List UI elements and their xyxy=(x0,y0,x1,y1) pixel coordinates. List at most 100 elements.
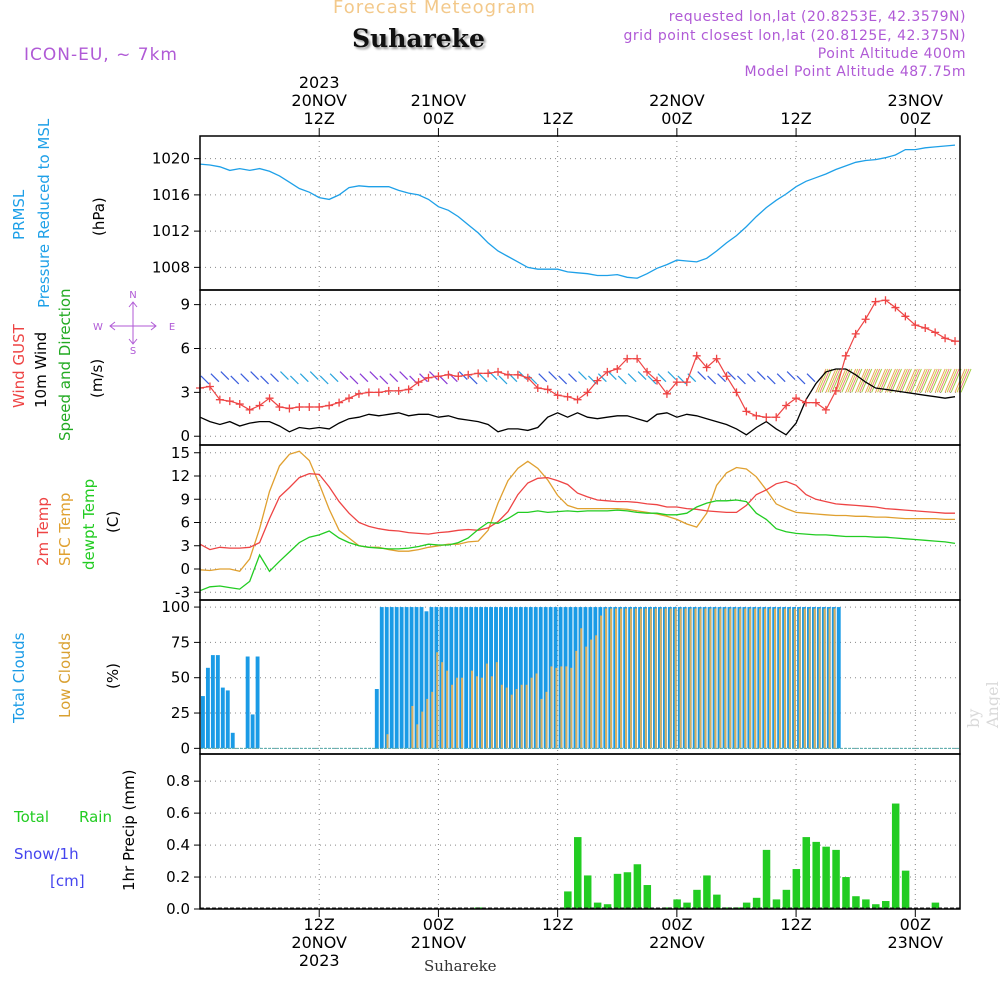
rain-bar xyxy=(772,899,781,909)
low-cloud-bar xyxy=(684,608,687,749)
wind-compass-icon: N S W E xyxy=(93,290,175,357)
rain-bar xyxy=(564,891,572,909)
low-cloud-bar xyxy=(669,608,672,749)
gust-marker xyxy=(603,367,612,376)
gust-marker xyxy=(752,411,761,420)
gust-marker xyxy=(364,388,373,397)
low-cloud-bar xyxy=(679,608,682,749)
low-cloud-bar xyxy=(446,670,449,749)
wind-hatch xyxy=(851,368,863,393)
low-cloud-bar xyxy=(461,677,464,749)
total-cloud-bar xyxy=(419,607,424,749)
wind-hatch xyxy=(839,368,851,393)
rain-bar xyxy=(842,877,850,909)
low-cloud-bar xyxy=(560,666,563,749)
temp2m-line xyxy=(199,473,955,551)
low-cloud-bar xyxy=(436,652,439,749)
low-cloud-bar xyxy=(490,676,493,749)
wind-direction-arrow xyxy=(240,373,250,383)
gust-marker xyxy=(861,315,870,324)
xtick-label-bottom: 00Z xyxy=(661,915,692,934)
xtick-label-top: 00Z xyxy=(423,109,454,128)
wind-hatch xyxy=(835,368,847,393)
wind-direction-arrow xyxy=(349,375,359,385)
gust-marker xyxy=(891,303,900,312)
wind-hatch xyxy=(936,368,948,393)
wind-direction-arrow xyxy=(379,375,389,385)
wind-hatch xyxy=(849,368,861,393)
xtick-label-bottom: 12Z xyxy=(780,915,811,934)
wind-direction-arrow xyxy=(478,373,488,383)
total-cloud-bar xyxy=(404,607,409,749)
xtick-label-top: 21NOV xyxy=(411,91,467,110)
gust-marker xyxy=(762,413,771,422)
wind-hatch xyxy=(821,368,833,393)
gust-marker xyxy=(434,372,443,381)
ytick-label-precipitation: 0.8 xyxy=(166,772,190,790)
gust-marker xyxy=(802,398,811,407)
low-cloud-bar xyxy=(778,608,781,749)
low-cloud-bar xyxy=(605,608,608,749)
low-cloud-bar xyxy=(813,608,816,749)
gust-marker xyxy=(503,370,512,379)
wind-direction-arrow xyxy=(309,371,319,380)
wind-hatch xyxy=(827,368,839,393)
gust-marker xyxy=(851,329,860,338)
low-cloud-bar xyxy=(624,608,627,749)
gust-marker xyxy=(325,401,334,410)
low-cloud-bar xyxy=(664,608,667,749)
ytick-label-wind: 6 xyxy=(180,339,190,357)
wind-hatch xyxy=(920,368,932,393)
ytick-label-temperature: 3 xyxy=(180,537,190,555)
gust-marker xyxy=(454,372,463,381)
gust-marker xyxy=(931,328,940,337)
gust-marker xyxy=(205,382,214,391)
low-cloud-bar xyxy=(505,687,508,749)
rain-bar xyxy=(623,872,632,909)
gust-marker xyxy=(593,376,602,385)
low-cloud-bar xyxy=(500,684,503,749)
gust-marker xyxy=(662,389,671,398)
gust-marker xyxy=(613,364,622,373)
rain-bar xyxy=(862,899,870,909)
total-cloud-bar xyxy=(523,607,528,749)
sfc-temp-line xyxy=(199,450,955,573)
xtick-label-bottom: 00Z xyxy=(423,915,454,934)
low-cloud-bar xyxy=(570,667,573,749)
xtick-label-top: 20NOV xyxy=(291,91,347,110)
total-cloud-bar xyxy=(429,607,434,749)
low-cloud-bar xyxy=(510,694,513,749)
low-cloud-bar xyxy=(689,608,692,749)
gust-marker xyxy=(941,334,950,343)
gust-marker xyxy=(474,369,483,378)
gust-marker xyxy=(374,388,383,397)
gust-marker xyxy=(494,367,503,376)
gust-marker xyxy=(354,389,363,398)
low-cloud-bar xyxy=(441,662,444,749)
gust-marker xyxy=(573,395,582,404)
wind-hatch xyxy=(869,368,881,393)
low-cloud-bar xyxy=(793,608,796,749)
wind-hatch xyxy=(906,368,918,393)
gust-marker xyxy=(742,407,751,416)
low-cloud-bar xyxy=(734,608,737,749)
wind-direction-arrow xyxy=(299,373,309,383)
total-cloud-bar xyxy=(464,607,469,749)
wind-direction-arrow xyxy=(568,373,577,383)
total-cloud-bar xyxy=(245,656,250,749)
ytick-label-wind: 0 xyxy=(180,427,190,445)
wind-hatch xyxy=(831,368,843,393)
wind-hatch xyxy=(894,368,906,393)
total-cloud-bar xyxy=(543,607,548,749)
gust-marker xyxy=(951,337,960,346)
wind-hatch xyxy=(819,368,831,393)
gust-marker xyxy=(652,376,661,385)
wind-hatch xyxy=(898,368,910,393)
wind-hatch xyxy=(916,368,928,393)
wind-direction-arrow xyxy=(617,375,627,385)
wind-direction-arrow xyxy=(260,375,269,385)
wind-direction-arrow xyxy=(369,371,379,380)
low-cloud-bar xyxy=(575,650,578,749)
xtick-label-top: 2023 xyxy=(299,73,340,92)
low-cloud-bar xyxy=(555,667,558,749)
